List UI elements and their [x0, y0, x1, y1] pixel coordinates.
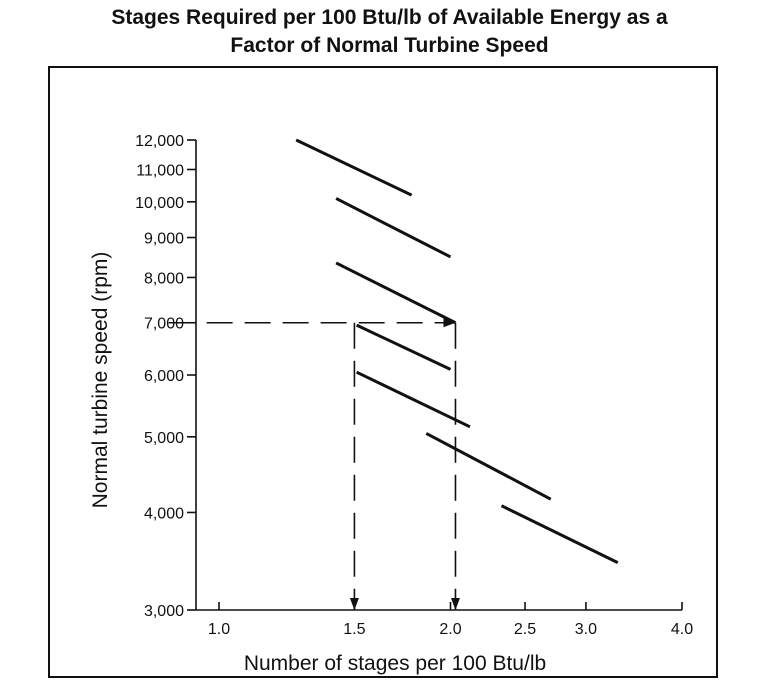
y-tick-label: 8,000	[144, 270, 184, 287]
y-tick-label: 10,000	[135, 195, 184, 212]
y-tick-label: 5,000	[144, 430, 184, 447]
series-line-2	[335, 197, 452, 259]
chart-title-line-2: Factor of Normal Turbine Speed	[230, 34, 549, 57]
x-axis-label: Number of stages per 100 Btu/lb	[244, 652, 546, 675]
guide-lines	[168, 318, 460, 610]
y-tick-label: 11,000	[136, 162, 184, 179]
x-tick-label: 1.0	[208, 621, 230, 638]
x-tick-label: 2.5	[514, 621, 536, 638]
y-tick-label: 7,000	[144, 316, 184, 333]
chart-plot: 3,000 4,000 5,000 6,000 7,000 8,000 9,000 10,00…	[89, 133, 693, 675]
chart-frame: 3,000 4,000 5,000 6,000 7,000 8,000 9,000 10,00…	[48, 66, 718, 678]
series-line-7	[500, 504, 619, 564]
x-tick-label: 1.5	[343, 621, 365, 638]
series-line-3	[335, 261, 457, 325]
axis-labels: Number of stages per 100 Btu/lb Normal tu…	[89, 252, 546, 675]
x-tick-label: 3.0	[575, 621, 597, 638]
series-line-5	[355, 370, 471, 429]
series-line-4	[355, 323, 452, 371]
y-tick-label: 3,000	[144, 603, 184, 620]
y-axis-label: Normal turbine speed (rpm)	[89, 252, 112, 509]
axes: 3,000 4,000 5,000 6,000 7,000 8,000 9,000 10,00…	[135, 133, 693, 638]
y-tick-label: 6,000	[144, 368, 184, 385]
chart-title-line-1: Stages Required per 100 Btu/lb of Availa…	[111, 6, 668, 29]
guide-arrowhead-3	[450, 598, 460, 610]
x-tick-label: 4.0	[671, 621, 693, 638]
y-tick-label: 9,000	[144, 231, 184, 248]
guide-arrowhead-1	[443, 318, 456, 328]
x-tick-label: 2.0	[439, 621, 461, 638]
guide-arrowhead-2	[349, 598, 359, 610]
chart-title: Stages Required per 100 Btu/lb of Availa…	[0, 4, 779, 60]
series-line-1	[295, 138, 413, 197]
series-line-6	[425, 432, 552, 501]
y-tick-label: 4,000	[144, 505, 184, 522]
data-series	[295, 138, 619, 564]
y-tick-label: 12,000	[135, 133, 184, 150]
